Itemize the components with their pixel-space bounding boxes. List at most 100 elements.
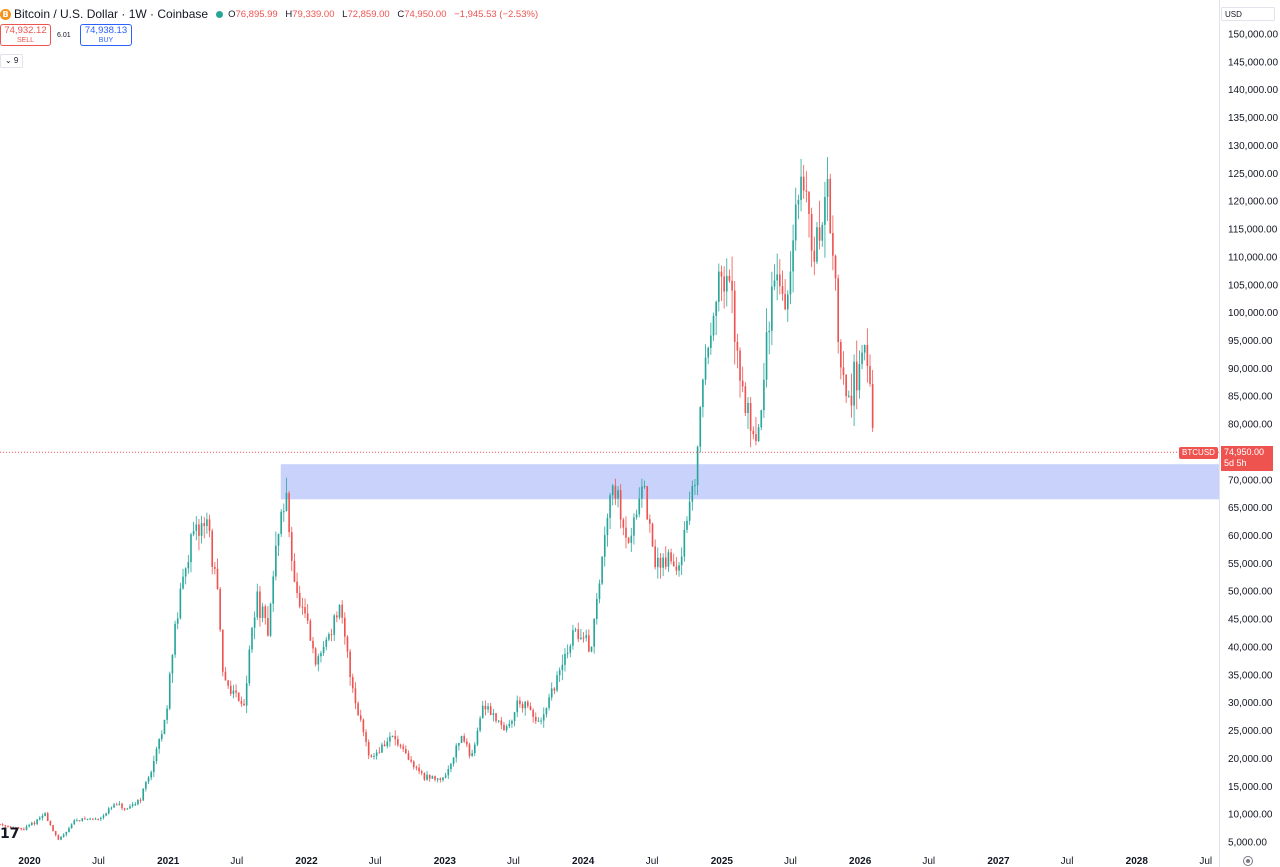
candle-body: [683, 529, 686, 557]
candle-body: [28, 825, 30, 827]
y-tick-label: 85,000.00: [1228, 392, 1273, 403]
candle-body: [656, 557, 659, 568]
y-tick-label: 70,000.00: [1228, 475, 1273, 486]
bar-countdown: 5d 5h: [1224, 458, 1247, 468]
y-tick-label: 105,000.00: [1228, 280, 1278, 291]
candle-body: [710, 335, 712, 348]
candle-body: [84, 818, 86, 820]
candle-body: [619, 490, 622, 520]
candle-body: [638, 498, 641, 515]
candle-body: [511, 720, 513, 724]
candle-body: [519, 700, 521, 705]
candle-body: [52, 825, 54, 831]
candle-body: [153, 761, 155, 773]
candle-body: [847, 395, 850, 397]
candle-body: [187, 562, 190, 569]
tradingview-logo[interactable]: 17: [0, 826, 20, 842]
x-tick-label: Jul: [1061, 856, 1074, 867]
symbol-title[interactable]: Bitcoin / U.S. Dollar · 1W · Coinbase: [14, 7, 209, 21]
candle-body: [434, 776, 436, 780]
buy-button[interactable]: 74,938.13 BUY: [80, 24, 132, 46]
x-tick-label: Jul: [369, 856, 382, 867]
candle-body: [630, 535, 633, 543]
candle-body: [593, 619, 595, 647]
candle-body: [423, 773, 426, 780]
x-tick-label: Jul: [784, 856, 797, 867]
x-tick-label: 2028: [1126, 856, 1149, 867]
candle-body: [359, 715, 362, 720]
candle-body: [492, 713, 495, 715]
candle-body: [757, 427, 760, 442]
y-tick-label: 45,000.00: [1228, 615, 1273, 626]
sell-button[interactable]: 74,932.12 SELL: [0, 24, 51, 46]
candle-body: [245, 683, 248, 706]
candle-body: [349, 651, 351, 678]
y-tick-label: 40,000.00: [1228, 642, 1273, 653]
candle-body: [267, 618, 269, 636]
candle-body: [845, 374, 847, 397]
candle-body: [394, 735, 397, 740]
candle-body: [81, 818, 84, 821]
candle-body: [784, 293, 786, 310]
candle-body: [290, 532, 293, 561]
candle-body: [816, 227, 818, 262]
y-tick-label: 15,000.00: [1228, 782, 1273, 793]
candle-body: [797, 199, 800, 205]
candle-body: [365, 732, 367, 742]
spread-value: 6.01: [57, 32, 71, 39]
candle-body: [94, 818, 97, 820]
chart-settings-icon[interactable]: [1243, 856, 1253, 866]
candle-body: [779, 274, 781, 287]
candle-body: [211, 530, 214, 567]
candle-body: [198, 524, 200, 536]
candle-body: [224, 671, 227, 681]
candle-body: [805, 190, 808, 192]
candle-body: [142, 788, 145, 801]
candle-body: [118, 803, 121, 805]
candle-body: [458, 742, 460, 746]
x-tick-label: 2023: [434, 856, 457, 867]
indicator-toggle-button[interactable]: ⌄ 9: [0, 54, 24, 68]
candle-body: [36, 819, 38, 825]
y-tick-label: 10,000.00: [1228, 810, 1273, 821]
candle-body: [386, 741, 389, 747]
x-tick-label: Jul: [1199, 856, 1212, 867]
candle-body: [686, 520, 688, 530]
candle-body: [455, 745, 458, 758]
candle-body: [548, 697, 550, 708]
candle-body: [301, 606, 304, 608]
candle-body: [489, 706, 492, 715]
candle-body: [4, 825, 7, 827]
candle-body: [31, 822, 33, 826]
candle-body: [333, 615, 336, 635]
candle-body: [765, 332, 768, 380]
y-tick-label: 135,000.00: [1228, 113, 1278, 124]
candle-body: [802, 176, 805, 191]
candle-body: [707, 347, 710, 358]
last-price-symbol-tag: BTCUSD: [1179, 447, 1218, 459]
candle-body: [312, 640, 314, 649]
candle-body: [670, 552, 672, 562]
candle-body: [760, 410, 763, 428]
candle-body: [561, 664, 564, 671]
candle-body: [70, 824, 73, 829]
candle-body: [38, 817, 41, 820]
candle-body: [861, 352, 863, 365]
candle-body: [781, 286, 784, 294]
candle-body: [755, 434, 757, 442]
candle-body: [107, 808, 110, 814]
candle-body: [702, 379, 704, 408]
currency-select[interactable]: USD: [1221, 7, 1275, 21]
support-zone: [280, 464, 1219, 500]
candle-body: [609, 495, 611, 518]
candle-body: [696, 446, 699, 486]
candle-body: [176, 618, 179, 624]
candle-body: [792, 240, 794, 272]
symbol-header: B Bitcoin / U.S. Dollar · 1W · Coinbase …: [0, 6, 543, 22]
candle-body: [588, 635, 590, 652]
candle-body: [786, 294, 789, 310]
candle-body: [739, 350, 741, 381]
candle-body: [131, 804, 134, 807]
candle-body: [163, 719, 166, 735]
